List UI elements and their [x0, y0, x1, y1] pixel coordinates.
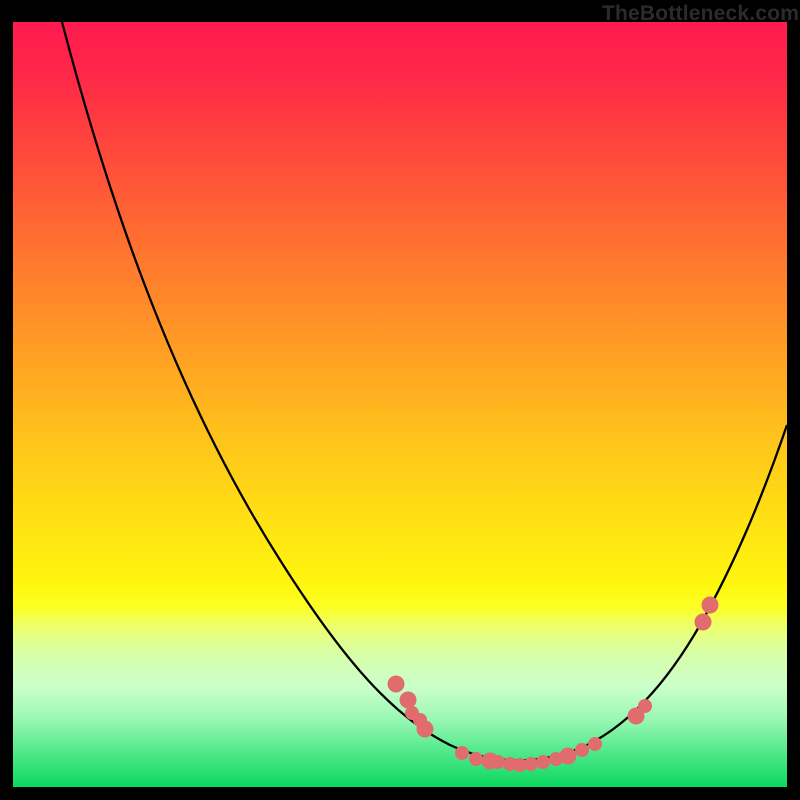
- bottleneck-chart: [0, 0, 800, 800]
- data-marker: [400, 692, 417, 709]
- watermark-text: TheBottleneck.com: [602, 2, 799, 26]
- data-marker: [455, 746, 469, 760]
- data-marker: [388, 676, 405, 693]
- data-marker: [524, 757, 538, 771]
- gradient-background: [13, 22, 787, 787]
- data-marker: [469, 752, 483, 766]
- data-marker: [702, 597, 719, 614]
- data-marker: [491, 755, 505, 769]
- data-marker: [560, 748, 577, 765]
- data-marker: [638, 699, 652, 713]
- data-marker: [588, 737, 602, 751]
- data-marker: [695, 614, 712, 631]
- data-marker: [575, 743, 589, 757]
- data-marker: [536, 755, 550, 769]
- data-marker: [417, 721, 434, 738]
